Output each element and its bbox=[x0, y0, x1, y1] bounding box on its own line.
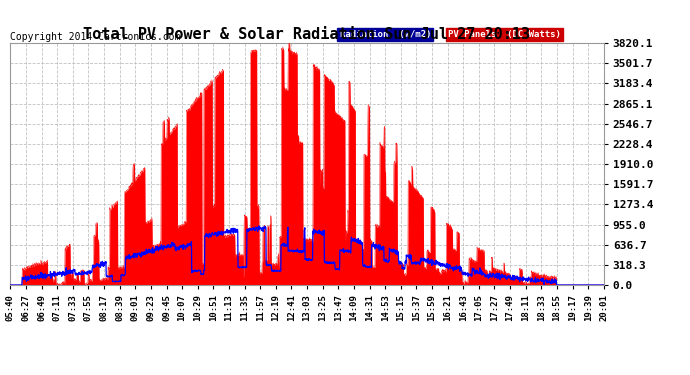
Title: Total PV Power & Solar Radiation Sun Jul 27 20:13: Total PV Power & Solar Radiation Sun Jul… bbox=[83, 27, 531, 42]
Text: Copyright 2014 Cartronics.com: Copyright 2014 Cartronics.com bbox=[10, 32, 181, 42]
Text: PV Panels  (DC Watts): PV Panels (DC Watts) bbox=[448, 30, 561, 39]
Text: Radiation  (w/m2): Radiation (w/m2) bbox=[339, 30, 431, 39]
